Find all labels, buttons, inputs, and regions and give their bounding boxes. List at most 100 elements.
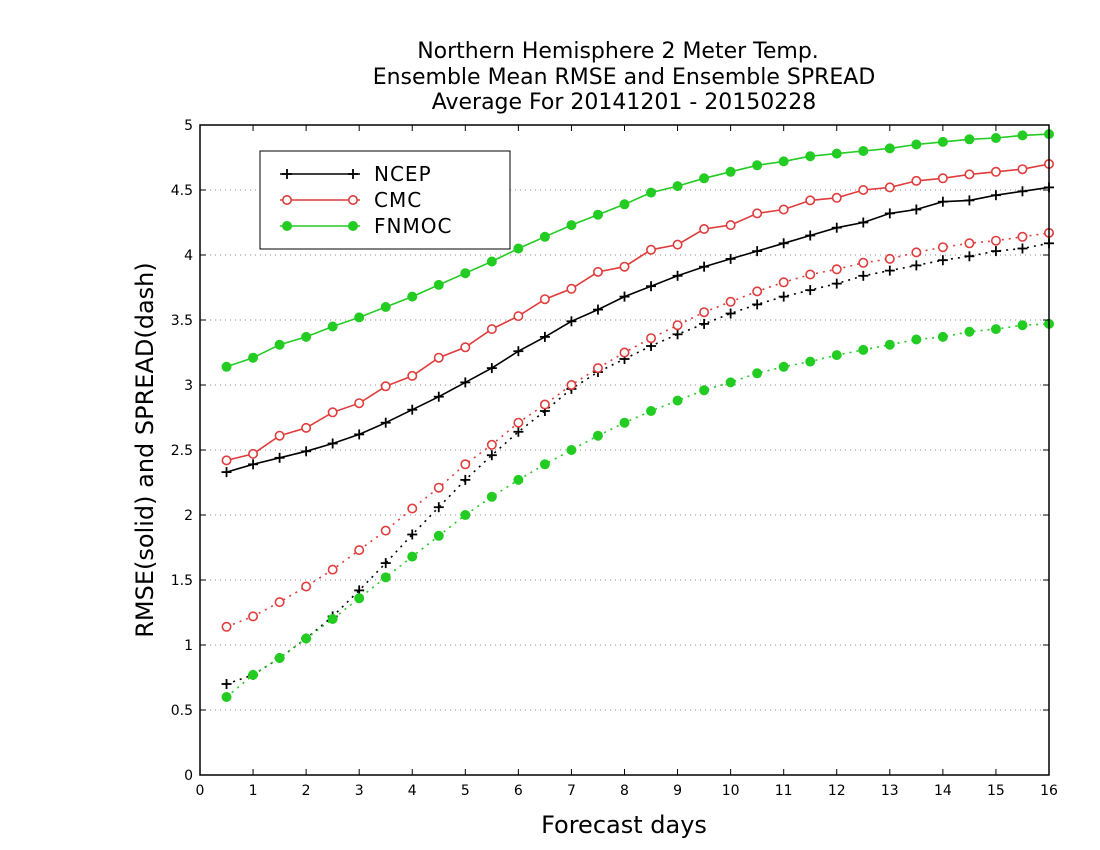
cmc-rmse-point-5 [354, 398, 365, 409]
fnmoc-rmse-point-11 [513, 243, 524, 254]
ncep-rmse-point-27 [937, 196, 948, 207]
fnmoc-spread-line [225, 323, 1050, 698]
cmc-rmse-point-28 [964, 169, 975, 180]
y-tick-label-6: 3 [184, 378, 193, 394]
cmc-spread-point-30 [1017, 231, 1028, 242]
cmc-spread-point-13 [566, 379, 577, 390]
fnmoc-spread-point-27 [937, 331, 948, 342]
cmc-spread-point-23 [831, 264, 842, 275]
ncep-spread-point-18 [699, 318, 710, 329]
ncep-spread-point-10 [486, 450, 497, 461]
cmc-spread-point-5 [354, 545, 365, 556]
cmc-rmse-point-4 [327, 407, 338, 418]
cmc-spread-point-4 [327, 564, 338, 575]
legend-marker-left-ncep [282, 169, 292, 179]
y-tick-label-0: 0 [184, 768, 193, 784]
cmc-rmse-point-27 [937, 173, 948, 184]
legend-marker-left-fnmoc [282, 221, 292, 231]
ncep-spread-point-21 [778, 291, 789, 302]
fnmoc-rmse-point-25 [884, 143, 895, 154]
cmc-rmse-point-13 [566, 283, 577, 294]
fnmoc-spread-point-17 [672, 395, 683, 406]
chart-title-line-1: Northern Hemisphere 2 Meter Temp. [417, 39, 819, 64]
legend-marker-left-cmc [281, 195, 292, 206]
cmc-spread-point-1 [248, 611, 259, 622]
y-axis-label: RMSE(solid) and SPREAD(dash) [131, 262, 159, 638]
cmc-spread-point-21 [778, 277, 789, 288]
x-tick-label-2: 2 [302, 783, 311, 799]
cmc-rmse-point-9 [460, 342, 471, 353]
ncep-rmse-point-1 [248, 459, 259, 470]
ncep-spread-point-0 [221, 679, 232, 689]
cmc-spread-point-17 [672, 320, 683, 331]
x-tick-label-9: 9 [673, 783, 682, 799]
fnmoc-rmse-point-5 [354, 312, 365, 323]
fnmoc-rmse-point-23 [831, 148, 842, 159]
y-tick-label-4: 2 [184, 508, 193, 524]
chart-title-line-3: Average For 20141201 - 20150228 [432, 90, 817, 115]
fnmoc-rmse-point-0 [221, 361, 232, 372]
fnmoc-spread-point-2 [274, 653, 285, 663]
cmc-spread-point-16 [646, 333, 657, 344]
cmc-spread-point-27 [937, 242, 948, 253]
x-tick-label-3: 3 [355, 783, 364, 799]
fnmoc-rmse-point-28 [964, 134, 975, 145]
fnmoc-rmse-point-2 [274, 339, 285, 350]
ncep-rmse-point-30 [1017, 186, 1028, 197]
cmc-spread-point-28 [964, 238, 975, 249]
fnmoc-spread-point-21 [778, 361, 789, 372]
fnmoc-spread-point-5 [354, 593, 365, 604]
fnmoc-rmse-point-13 [566, 220, 577, 231]
fnmoc-rmse-point-17 [672, 181, 683, 192]
cmc-rmse-point-17 [672, 239, 683, 250]
ncep-spread-point-17 [672, 329, 683, 340]
ncep-spread-point-22 [805, 285, 816, 296]
ncep-rmse-point-8 [433, 391, 444, 402]
cmc-spread-point-24 [858, 257, 869, 268]
fnmoc-rmse-point-4 [327, 321, 338, 332]
ncep-spread-point-28 [964, 251, 975, 262]
cmc-spread-point-29 [990, 235, 1001, 246]
y-tick-label-3: 1.5 [171, 573, 193, 589]
cmc-spread-point-25 [884, 253, 895, 264]
fnmoc-spread-point-13 [566, 445, 577, 455]
cmc-spread-point-3 [301, 581, 312, 592]
chart-title-line-2: Ensemble Mean RMSE and Ensemble SPREAD [373, 65, 876, 90]
fnmoc-spread-point-6 [380, 572, 391, 583]
fnmoc-rmse-point-3 [301, 331, 312, 342]
cmc-rmse-point-0 [221, 455, 232, 466]
ncep-spread-point-29 [990, 246, 1001, 257]
fnmoc-spread-point-8 [433, 530, 444, 541]
fnmoc-spread-point-7 [407, 551, 418, 562]
ncep-rmse-point-12 [539, 331, 550, 342]
ncep-spread-point-25 [884, 265, 895, 276]
x-tick-label-14: 14 [934, 783, 952, 799]
ncep-rmse-point-26 [911, 204, 922, 215]
ncep-spread-point-9 [460, 474, 471, 485]
fnmoc-spread-point-25 [884, 339, 895, 350]
ncep-spread-point-19 [725, 308, 736, 319]
ncep-spread-point-7 [407, 529, 418, 540]
ncep-spread-point-24 [858, 270, 869, 281]
ncep-spread-point-30 [1017, 243, 1028, 254]
ncep-rmse-point-4 [327, 438, 338, 449]
axis-ticks: 00.511.522.533.544.550 1 2 3 4 5 6 7 8 9 10 11 12 13 1… [171, 118, 1058, 799]
fnmoc-spread-point-14 [592, 430, 603, 441]
fnmoc-rmse-point-15 [619, 199, 630, 210]
fnmoc-spread-point-1 [248, 669, 259, 680]
cmc-spread-point-8 [433, 482, 444, 493]
fnmoc-spread-point-23 [831, 350, 842, 361]
ncep-rmse-point-29 [990, 190, 1001, 201]
x-tick-label-1: 1 [249, 783, 258, 799]
ncep-rmse-point-0 [221, 467, 232, 478]
y-tick-label-8: 4 [184, 248, 193, 264]
cmc-spread-point-20 [752, 286, 763, 297]
fnmoc-spread-point-12 [539, 459, 550, 470]
fnmoc-rmse-point-9 [460, 268, 471, 279]
legend-marker-right-ncep [348, 169, 358, 179]
cmc-rmse-point-8 [433, 352, 444, 363]
fnmoc-rmse-point-6 [380, 302, 391, 312]
fnmoc-spread-point-29 [990, 324, 1001, 335]
